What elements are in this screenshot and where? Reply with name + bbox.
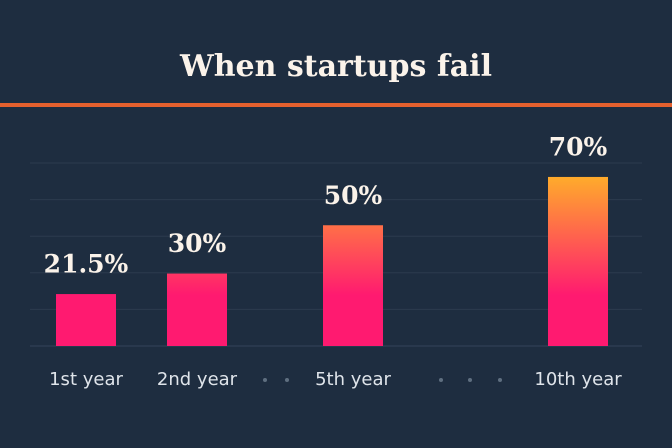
bar bbox=[56, 294, 116, 346]
title-rule bbox=[0, 103, 672, 107]
value-label: 21.5% bbox=[44, 250, 129, 279]
bar bbox=[323, 225, 383, 346]
dot bbox=[285, 378, 289, 382]
dot bbox=[468, 378, 472, 382]
bar bbox=[548, 176, 608, 346]
bar bbox=[167, 273, 227, 346]
x-tick-label: 5th year bbox=[315, 369, 391, 390]
x-tick-label: 10th year bbox=[534, 369, 622, 390]
x-tick-label: 1st year bbox=[49, 369, 123, 390]
value-label: 30% bbox=[168, 229, 227, 258]
dot bbox=[439, 378, 443, 382]
chart-title: When startups fail bbox=[179, 49, 492, 84]
dot bbox=[498, 378, 502, 382]
value-label: 70% bbox=[549, 132, 608, 161]
x-tick-label: 2nd year bbox=[157, 369, 238, 390]
value-label: 50% bbox=[324, 181, 383, 210]
ellipsis-dots bbox=[263, 378, 502, 382]
dot bbox=[263, 378, 267, 382]
